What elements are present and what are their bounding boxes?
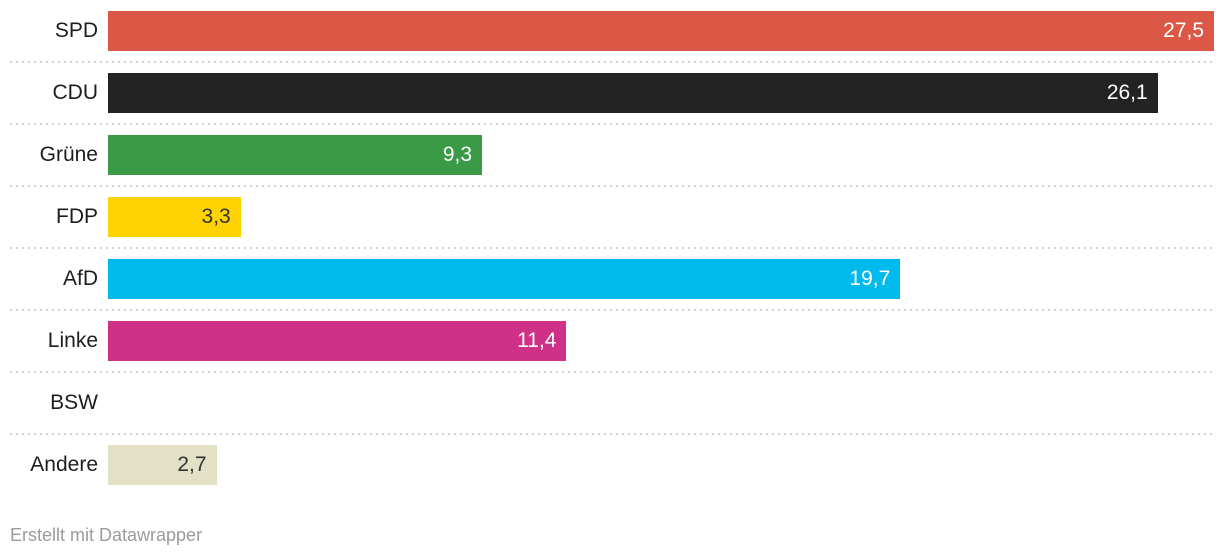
chart-row: Linke 11,4 bbox=[10, 309, 1214, 372]
bar-area bbox=[108, 383, 1214, 423]
category-label: FDP bbox=[56, 205, 98, 228]
bar: 9,3 bbox=[108, 135, 483, 175]
category-label: AfD bbox=[62, 267, 98, 290]
bar: 2,7 bbox=[108, 445, 217, 485]
bar-area: 2,7 bbox=[108, 445, 1214, 485]
category-label: Andere bbox=[30, 453, 98, 476]
bar: 3,3 bbox=[108, 197, 241, 237]
value-label: 27,5 bbox=[1163, 19, 1204, 42]
bar-chart: SPD 27,5 CDU 26,1 Grüne 9,3 FDP 3,3 bbox=[10, 0, 1214, 496]
bar: 26,1 bbox=[108, 73, 1158, 113]
chart-row: AfD 19,7 bbox=[10, 247, 1214, 310]
chart-row: CDU 26,1 bbox=[10, 61, 1214, 124]
category-label: CDU bbox=[52, 81, 99, 104]
chart-row: SPD 27,5 bbox=[10, 0, 1214, 62]
bar: 27,5 bbox=[108, 11, 1214, 51]
value-label: 2,7 bbox=[177, 453, 207, 476]
bar-area: 9,3 bbox=[108, 135, 1214, 175]
bar-area: 3,3 bbox=[108, 197, 1214, 237]
bar-area: 19,7 bbox=[108, 259, 1214, 299]
bar: 11,4 bbox=[108, 321, 567, 361]
chart-row: BSW bbox=[10, 371, 1214, 434]
bar-area: 26,1 bbox=[108, 73, 1214, 113]
category-label: SPD bbox=[54, 19, 98, 42]
chart-row: Andere 2,7 bbox=[10, 433, 1214, 496]
chart-row: Grüne 9,3 bbox=[10, 123, 1214, 186]
datawrapper-attribution-link[interactable]: Erstellt mit Datawrapper bbox=[10, 525, 203, 545]
value-label: 9,3 bbox=[442, 143, 473, 166]
value-label: 11,4 bbox=[517, 329, 557, 352]
bar: 19,7 bbox=[108, 259, 901, 299]
category-label: BSW bbox=[50, 391, 98, 414]
chart-row: FDP 3,3 bbox=[10, 185, 1214, 248]
bar-area: 11,4 bbox=[108, 321, 1214, 361]
value-label: 19,7 bbox=[849, 267, 891, 290]
value-label: 3,3 bbox=[201, 205, 231, 228]
value-label: 26,1 bbox=[1106, 81, 1148, 104]
category-label: Grüne bbox=[39, 143, 98, 166]
bar-area: 27,5 bbox=[108, 11, 1214, 51]
category-label: Linke bbox=[47, 329, 98, 352]
